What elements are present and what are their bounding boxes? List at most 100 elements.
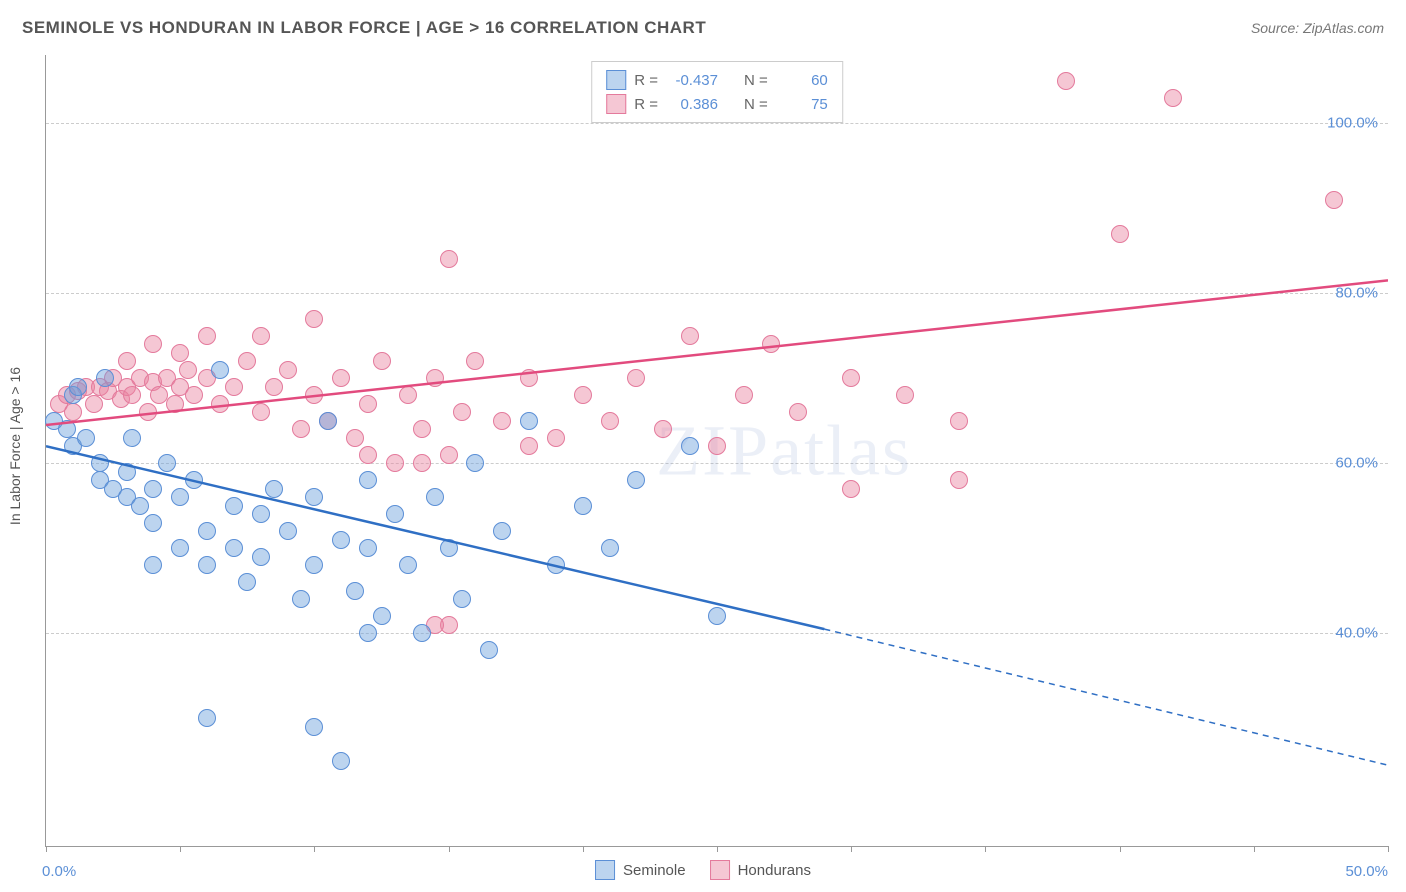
scatter-point xyxy=(359,624,377,642)
scatter-point xyxy=(198,556,216,574)
scatter-point xyxy=(131,497,149,515)
scatter-point xyxy=(332,752,350,770)
scatter-point xyxy=(493,412,511,430)
scatter-point xyxy=(77,429,95,447)
scatter-point xyxy=(359,395,377,413)
scatter-point xyxy=(359,539,377,557)
scatter-point xyxy=(1057,72,1075,90)
scatter-point xyxy=(359,446,377,464)
scatter-point xyxy=(842,480,860,498)
scatter-point xyxy=(118,463,136,481)
n-label-2: N = xyxy=(744,96,768,113)
scatter-point xyxy=(252,327,270,345)
x-tick-label-end: 50.0% xyxy=(1345,863,1388,880)
scatter-point xyxy=(144,514,162,532)
x-tick xyxy=(180,846,181,852)
scatter-point xyxy=(171,539,189,557)
series-label-seminole: Seminole xyxy=(623,862,686,879)
scatter-point xyxy=(466,352,484,370)
scatter-point xyxy=(654,420,672,438)
scatter-point xyxy=(171,344,189,362)
scatter-point xyxy=(413,420,431,438)
scatter-point xyxy=(252,548,270,566)
legend-item-hondurans: Hondurans xyxy=(710,860,811,880)
scatter-point xyxy=(1111,225,1129,243)
scatter-point xyxy=(185,471,203,489)
scatter-point xyxy=(493,522,511,540)
scatter-point xyxy=(252,505,270,523)
scatter-point xyxy=(440,250,458,268)
scatter-point xyxy=(426,369,444,387)
scatter-point xyxy=(601,412,619,430)
r-label-2: R = xyxy=(634,96,658,113)
scatter-point xyxy=(96,369,114,387)
x-tick xyxy=(851,846,852,852)
x-tick xyxy=(583,846,584,852)
scatter-point xyxy=(198,709,216,727)
scatter-point xyxy=(58,420,76,438)
swatch-seminole-bottom xyxy=(595,860,615,880)
scatter-point xyxy=(373,352,391,370)
x-tick xyxy=(1120,846,1121,852)
scatter-point xyxy=(627,369,645,387)
scatter-point xyxy=(158,454,176,472)
r-value-seminole: -0.437 xyxy=(666,72,718,89)
scatter-point xyxy=(896,386,914,404)
x-tick xyxy=(449,846,450,852)
scatter-point xyxy=(708,607,726,625)
scatter-point xyxy=(305,386,323,404)
scatter-point xyxy=(123,429,141,447)
scatter-point xyxy=(1325,191,1343,209)
scatter-plot xyxy=(46,55,1388,846)
scatter-point xyxy=(144,335,162,353)
x-tick-label-start: 0.0% xyxy=(42,863,76,880)
scatter-point xyxy=(453,403,471,421)
scatter-point xyxy=(91,454,109,472)
y-tick-label: 100.0% xyxy=(1327,115,1378,132)
scatter-point xyxy=(520,369,538,387)
series-legend: Seminole Hondurans xyxy=(595,860,811,880)
scatter-point xyxy=(265,378,283,396)
y-tick-label: 60.0% xyxy=(1335,455,1378,472)
header: SEMINOLE VS HONDURAN IN LABOR FORCE | AG… xyxy=(22,18,1384,38)
scatter-point xyxy=(225,378,243,396)
y-axis-label: In Labor Force | Age > 16 xyxy=(7,367,23,525)
x-tick xyxy=(1388,846,1389,852)
scatter-point xyxy=(305,310,323,328)
scatter-point xyxy=(681,327,699,345)
swatch-hondurans-bottom xyxy=(710,860,730,880)
scatter-point xyxy=(574,386,592,404)
scatter-point xyxy=(179,361,197,379)
scatter-point xyxy=(735,386,753,404)
scatter-point xyxy=(332,369,350,387)
x-tick xyxy=(985,846,986,852)
scatter-point xyxy=(144,556,162,574)
n-value-seminole: 60 xyxy=(776,72,828,89)
chart-area: ZIPatlas R = -0.437 N = 60 R = 0.386 N =… xyxy=(45,55,1388,847)
scatter-point xyxy=(238,573,256,591)
legend-row-seminole: R = -0.437 N = 60 xyxy=(606,68,828,92)
scatter-point xyxy=(520,437,538,455)
scatter-point xyxy=(399,386,417,404)
x-tick xyxy=(717,846,718,852)
scatter-point xyxy=(123,386,141,404)
scatter-point xyxy=(466,454,484,472)
scatter-point xyxy=(842,369,860,387)
x-tick xyxy=(314,846,315,852)
chart-container: SEMINOLE VS HONDURAN IN LABOR FORCE | AG… xyxy=(0,0,1406,892)
y-tick-label: 40.0% xyxy=(1335,625,1378,642)
source-label: Source: ZipAtlas.com xyxy=(1251,20,1384,36)
scatter-point xyxy=(279,361,297,379)
scatter-point xyxy=(292,420,310,438)
scatter-point xyxy=(574,497,592,515)
scatter-point xyxy=(480,641,498,659)
scatter-point xyxy=(265,480,283,498)
scatter-point xyxy=(453,590,471,608)
scatter-point xyxy=(346,582,364,600)
correlation-legend: R = -0.437 N = 60 R = 0.386 N = 75 xyxy=(591,61,843,123)
scatter-point xyxy=(426,488,444,506)
scatter-point xyxy=(144,480,162,498)
r-value-hondurans: 0.386 xyxy=(666,96,718,113)
r-label: R = xyxy=(634,72,658,89)
scatter-point xyxy=(225,539,243,557)
